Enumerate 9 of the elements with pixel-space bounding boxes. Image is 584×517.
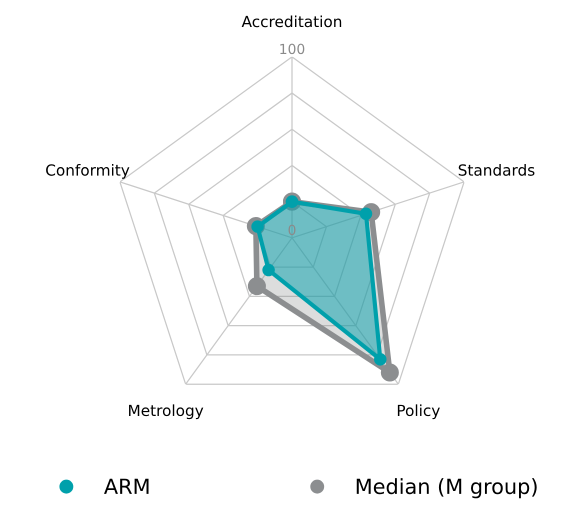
y-tick-label: 0: [288, 224, 296, 236]
spoke-label: Accreditation: [242, 15, 342, 28]
spoke-label: Metrology: [129, 404, 204, 420]
legend-label: Median (M group): [356, 478, 537, 498]
spoke-label: Policy: [398, 404, 440, 420]
y-tick-label: 100: [280, 44, 304, 54]
spoke-label: Standards: [458, 164, 534, 176]
legend-label: ARM: [104, 478, 149, 494]
spoke-label: Conformity: [46, 164, 130, 179]
